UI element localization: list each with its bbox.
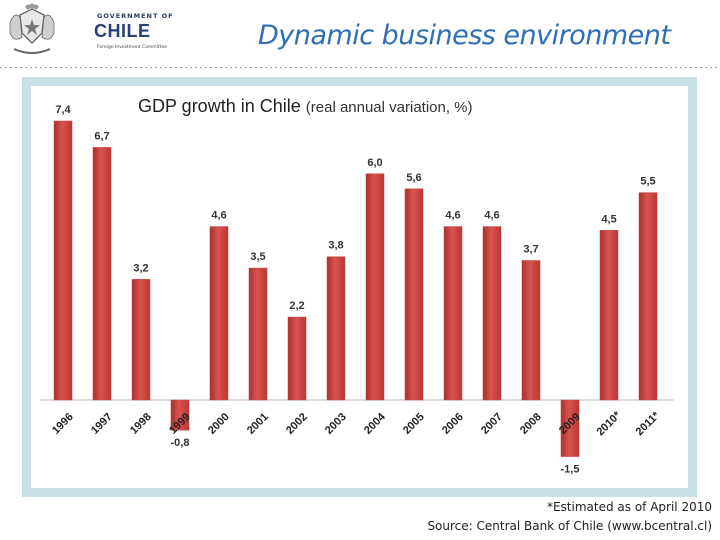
bar-2001 [248,267,268,401]
chart-title-main: GDP growth in Chile [138,96,301,116]
slide-title: Dynamic business environment [258,20,671,51]
category-label: 2001 [245,411,271,437]
value-label: -0,8 [171,437,190,449]
source-note: Source: Central Bank of Chile (www.bcent… [427,519,712,533]
bar-2004 [365,173,385,401]
bar-1997 [92,147,112,401]
category-label: 2007 [479,411,505,437]
bar-2003 [326,256,346,401]
category-label: 2000 [206,411,232,437]
value-label: 4,6 [484,210,499,222]
category-label: 2010* [594,409,623,438]
logo-government-text: GOVERNMENT OF [97,12,174,20]
bar-1999 [170,399,190,431]
bar-2000 [209,226,229,401]
logo-country-text: CHILE [94,21,151,41]
category-label: 2005 [401,411,427,437]
category-label: 2006 [440,411,466,437]
value-label: -1,5 [561,464,580,476]
bar-2007 [482,226,502,401]
value-label: 5,6 [406,172,421,184]
chart-subtitle: (real annual variation, %) [305,99,473,116]
bar-2011-est [638,192,658,401]
bar-1996 [53,120,73,401]
category-label: 2008 [518,411,544,437]
value-label: 2,2 [289,300,304,312]
bar-2010-est [599,230,619,401]
bar-2009 [560,399,580,457]
value-label: 4,6 [211,210,226,222]
value-label: 3,8 [328,240,343,252]
value-label: 6,7 [94,130,109,142]
bar-2005 [404,188,424,401]
bar-1998 [131,279,151,401]
category-label: 2004 [362,410,388,436]
value-label: 3,7 [523,244,538,256]
value-label: 4,6 [445,210,460,222]
value-label: 3,5 [250,251,265,263]
value-label: 7,4 [55,104,71,116]
category-label: 1996 [50,411,76,437]
logo: GOVERNMENT OF CHILE Foreign Investment C… [4,3,179,61]
chart-title: GDP growth in Chile (real annual variati… [138,96,473,117]
logo-committee-text: Foreign Investment Committee [97,45,167,50]
title-divider [0,67,720,68]
category-label: 2011* [634,409,663,438]
value-label: 4,5 [601,213,616,225]
category-label: 1997 [89,411,115,437]
value-label: 3,2 [133,262,148,274]
value-label: 6,0 [367,157,382,169]
bar-2008 [521,260,541,401]
footnote: *Estimated as of April 2010 [546,500,712,514]
category-label: 2002 [284,411,310,437]
coat-of-arms-icon [9,3,55,54]
value-label: 5,5 [640,176,655,188]
bar-2006 [443,226,463,401]
category-label: 2003 [323,411,349,437]
bar-2002 [287,316,307,401]
category-label: 1998 [128,411,154,437]
